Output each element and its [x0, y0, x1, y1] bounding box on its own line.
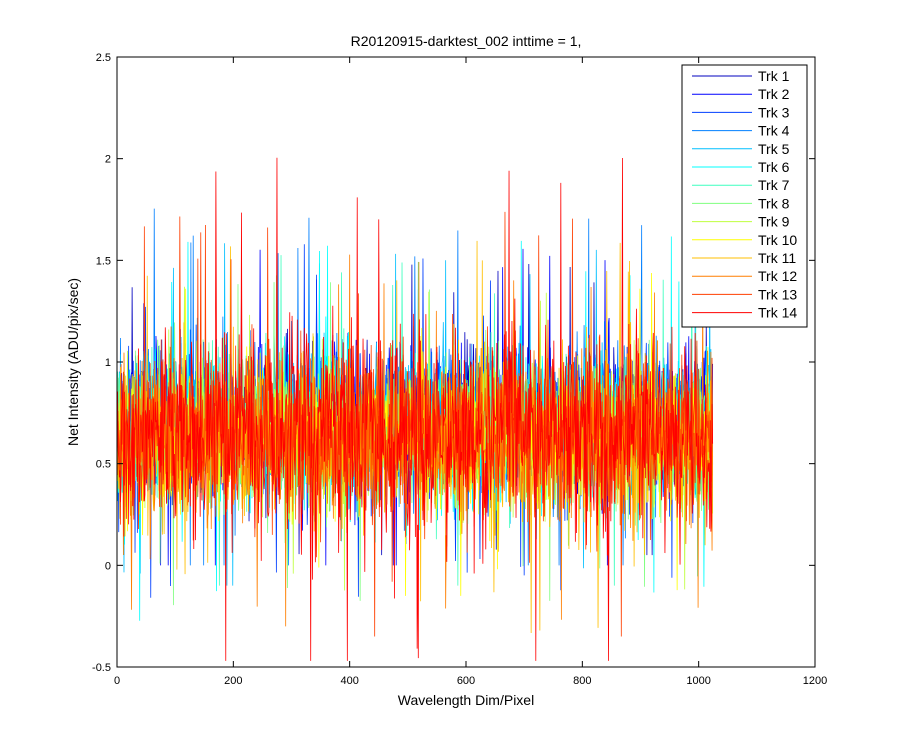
y-tick-label: 2 — [105, 154, 111, 166]
legend-label: Trk 7 — [758, 177, 790, 193]
y-tick-label: -0.5 — [92, 662, 111, 674]
x-axis-ticks: 0 200 400 600 800 1000 1200 — [114, 57, 827, 687]
legend-label: Trk 13 — [758, 286, 797, 302]
legend-items: Trk 1 Trk 2 Trk 3 Trk 4 Trk 5 Trk 6 Trk 7 Trk 8… — [692, 68, 797, 321]
legend-label: Trk 6 — [758, 159, 790, 175]
x-tick-label: 200 — [224, 675, 242, 687]
legend: Trk 1 Trk 2 Trk 3 Trk 4 Trk 5 Trk 6 Trk 7 Trk 8… — [681, 64, 808, 328]
legend-label: Trk 5 — [758, 141, 790, 157]
chart-title: R20120915-darktest_002 inttime = 1, — [351, 33, 582, 49]
legend-label: Trk 2 — [758, 86, 790, 102]
y-tick-label: 0.5 — [96, 459, 111, 471]
legend-label: Trk 1 — [758, 68, 790, 84]
y-tick-label: 1 — [105, 357, 111, 369]
x-tick-label: 400 — [340, 675, 358, 687]
legend-label: Trk 14 — [758, 305, 797, 321]
series-layer — [117, 157, 714, 661]
x-tick-label: 0 — [114, 675, 120, 687]
legend-label: Trk 4 — [758, 123, 790, 139]
legend-label: Trk 10 — [758, 232, 797, 248]
y-tick-label: 0 — [105, 560, 111, 572]
legend-label: Trk 8 — [758, 195, 790, 211]
y-tick-label: 2.5 — [96, 52, 111, 64]
x-tick-label: 1200 — [803, 675, 827, 687]
y-axis-ticks: -0.5 0 0.5 1 1.5 2 2.5 — [92, 52, 815, 674]
x-axis-label: Wavelength Dim/Pixel — [398, 692, 534, 708]
legend-label: Trk 3 — [758, 104, 790, 120]
legend-label: Trk 11 — [758, 250, 796, 266]
legend-label: Trk 9 — [758, 214, 790, 230]
x-tick-label: 1000 — [686, 675, 710, 687]
y-axis-label: Net Intensity (ADU/pix/sec) — [65, 278, 81, 446]
legend-label: Trk 12 — [758, 268, 797, 284]
x-tick-label: 800 — [573, 675, 591, 687]
series-line-trk-14 — [117, 157, 714, 661]
y-tick-label: 1.5 — [96, 255, 111, 267]
x-tick-label: 600 — [457, 675, 475, 687]
legend-box — [681, 64, 808, 328]
